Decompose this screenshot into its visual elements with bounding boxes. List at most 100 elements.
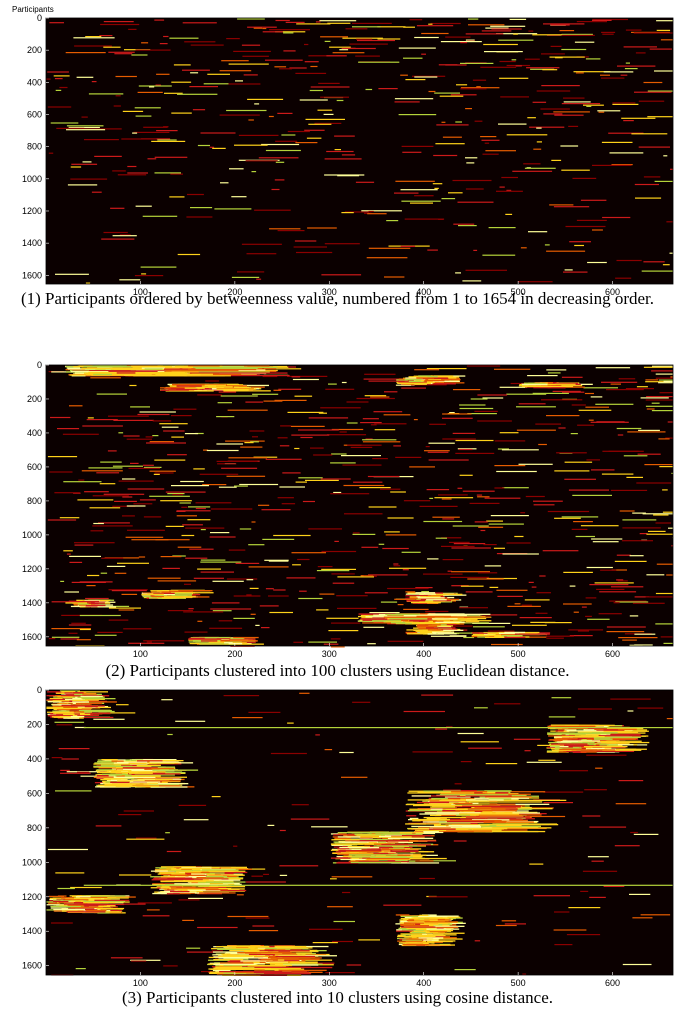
y-tick-label: 600: [27, 788, 42, 798]
activity-segment: [585, 406, 609, 408]
activity-segment: [370, 424, 377, 426]
activity-segment: [524, 167, 556, 169]
activity-segment: [374, 423, 407, 425]
activity-segment: [143, 464, 154, 466]
activity-segment: [459, 474, 473, 476]
cluster-segment: [80, 716, 114, 719]
cluster-segment: [85, 605, 98, 608]
activity-segment: [516, 429, 556, 431]
activity-segment: [536, 90, 571, 92]
cluster-segment: [409, 817, 419, 820]
activity-segment: [442, 136, 462, 138]
activity-segment: [154, 156, 188, 158]
activity-segment: [653, 514, 669, 516]
cluster-segment: [151, 768, 160, 770]
cluster-segment: [205, 876, 228, 878]
activity-segment: [457, 487, 463, 489]
cluster-segment: [191, 373, 213, 375]
cluster-segment: [169, 886, 183, 888]
activity-segment: [484, 51, 523, 53]
activity-segment: [564, 461, 593, 463]
cluster-segment: [430, 806, 457, 808]
cluster-segment: [522, 383, 548, 386]
cluster-segment: [547, 732, 595, 734]
activity-segment: [634, 596, 650, 598]
activity-segment: [268, 115, 274, 118]
activity-segment: [84, 491, 109, 493]
cluster-segment: [198, 881, 246, 883]
activity-segment: [455, 121, 462, 123]
cluster-segment: [276, 947, 313, 949]
cluster-segment: [147, 593, 164, 595]
cluster-segment: [478, 814, 542, 816]
activity-segment: [185, 527, 225, 529]
activity-segment: [666, 221, 673, 223]
activity-segment: [647, 116, 673, 118]
activity-segment: [414, 36, 439, 39]
activity-segment: [626, 476, 643, 478]
activity-segment: [50, 416, 71, 419]
activity-segment: [368, 247, 411, 249]
cluster-segment: [412, 820, 421, 822]
activity-segment: [368, 380, 410, 382]
activity-segment: [216, 416, 235, 418]
activity-segment: [173, 64, 191, 66]
activity-segment: [506, 189, 512, 191]
cluster-segment: [413, 935, 428, 937]
activity-segment: [209, 146, 215, 148]
cluster-segment: [423, 622, 433, 624]
cluster-segment: [372, 620, 401, 622]
activity-segment: [473, 626, 505, 628]
activity-segment: [100, 23, 140, 26]
activity-segment: [526, 67, 560, 69]
activity-segment: [586, 105, 592, 107]
activity-segment: [169, 196, 185, 198]
activity-segment: [193, 468, 205, 470]
activity-segment: [212, 147, 226, 149]
activity-segment: [203, 83, 229, 85]
cluster-segment: [432, 935, 445, 937]
activity-segment: [364, 592, 388, 594]
activity-segment: [618, 378, 636, 380]
cluster-segment: [150, 590, 169, 592]
activity-segment: [349, 43, 388, 45]
activity-segment: [518, 281, 553, 283]
cluster-segment: [169, 874, 205, 876]
cluster-segment: [581, 739, 592, 741]
activity-segment: [434, 187, 439, 189]
activity-segment: [186, 216, 213, 218]
activity-segment: [554, 911, 570, 913]
activity-segment: [235, 80, 243, 82]
activity-segment: [451, 547, 491, 549]
activity-segment: [504, 923, 526, 925]
activity-segment: [341, 455, 381, 457]
activity-segment: [310, 86, 350, 88]
activity-segment: [610, 698, 651, 700]
activity-segment: [143, 126, 168, 128]
cluster-segment: [151, 778, 162, 781]
activity-segment: [235, 562, 260, 564]
activity-segment: [459, 404, 486, 406]
activity-segment: [660, 636, 673, 638]
activity-segment: [394, 598, 416, 600]
cluster-segment: [160, 876, 186, 878]
activity-segment: [211, 796, 221, 798]
activity-segment: [481, 139, 500, 141]
activity-segment: [334, 149, 341, 151]
activity-segment: [568, 629, 604, 631]
activity-segment: [332, 52, 365, 54]
cluster-segment: [427, 633, 444, 635]
activity-segment: [618, 780, 644, 782]
cluster-segment: [59, 704, 92, 706]
cluster-segment: [477, 634, 509, 636]
activity-segment: [167, 610, 193, 612]
activity-segment: [362, 418, 379, 420]
cluster-segment: [446, 820, 495, 823]
activity-segment: [69, 561, 83, 563]
activity-segment: [480, 66, 517, 68]
activity-segment: [378, 88, 398, 90]
activity-segment: [122, 903, 146, 905]
cluster-segment: [586, 732, 611, 735]
cluster-segment: [582, 737, 611, 739]
activity-segment: [536, 592, 551, 594]
